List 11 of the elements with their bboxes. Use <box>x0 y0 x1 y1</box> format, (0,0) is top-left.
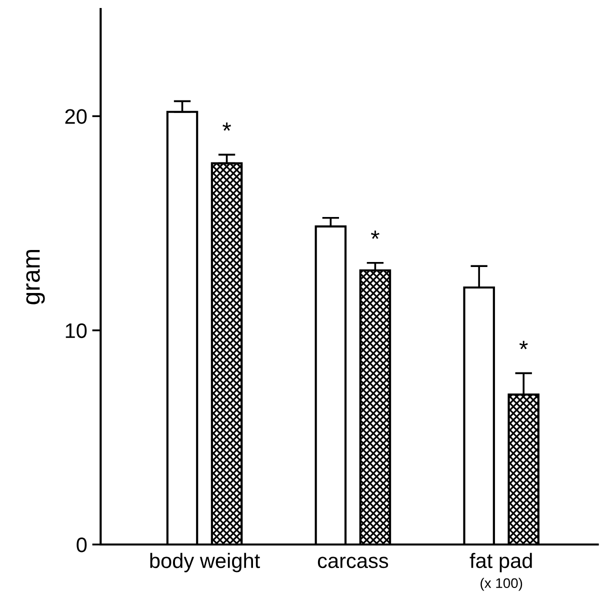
annotation: * <box>519 340 528 350</box>
annotation: * <box>222 122 232 131</box>
y-tick-label: 0 <box>76 538 87 552</box>
y-axis-title: gram <box>26 250 45 304</box>
annotation: * <box>370 230 380 239</box>
text: (x 100) <box>480 578 522 591</box>
x-tick-label: carcass <box>318 556 388 568</box>
y-tick-label: 20 <box>65 109 87 124</box>
y-tick-label: 10 <box>66 323 87 338</box>
x-tick-label: body weight <box>150 552 260 572</box>
x-tick-label: fat pad <box>470 552 532 572</box>
